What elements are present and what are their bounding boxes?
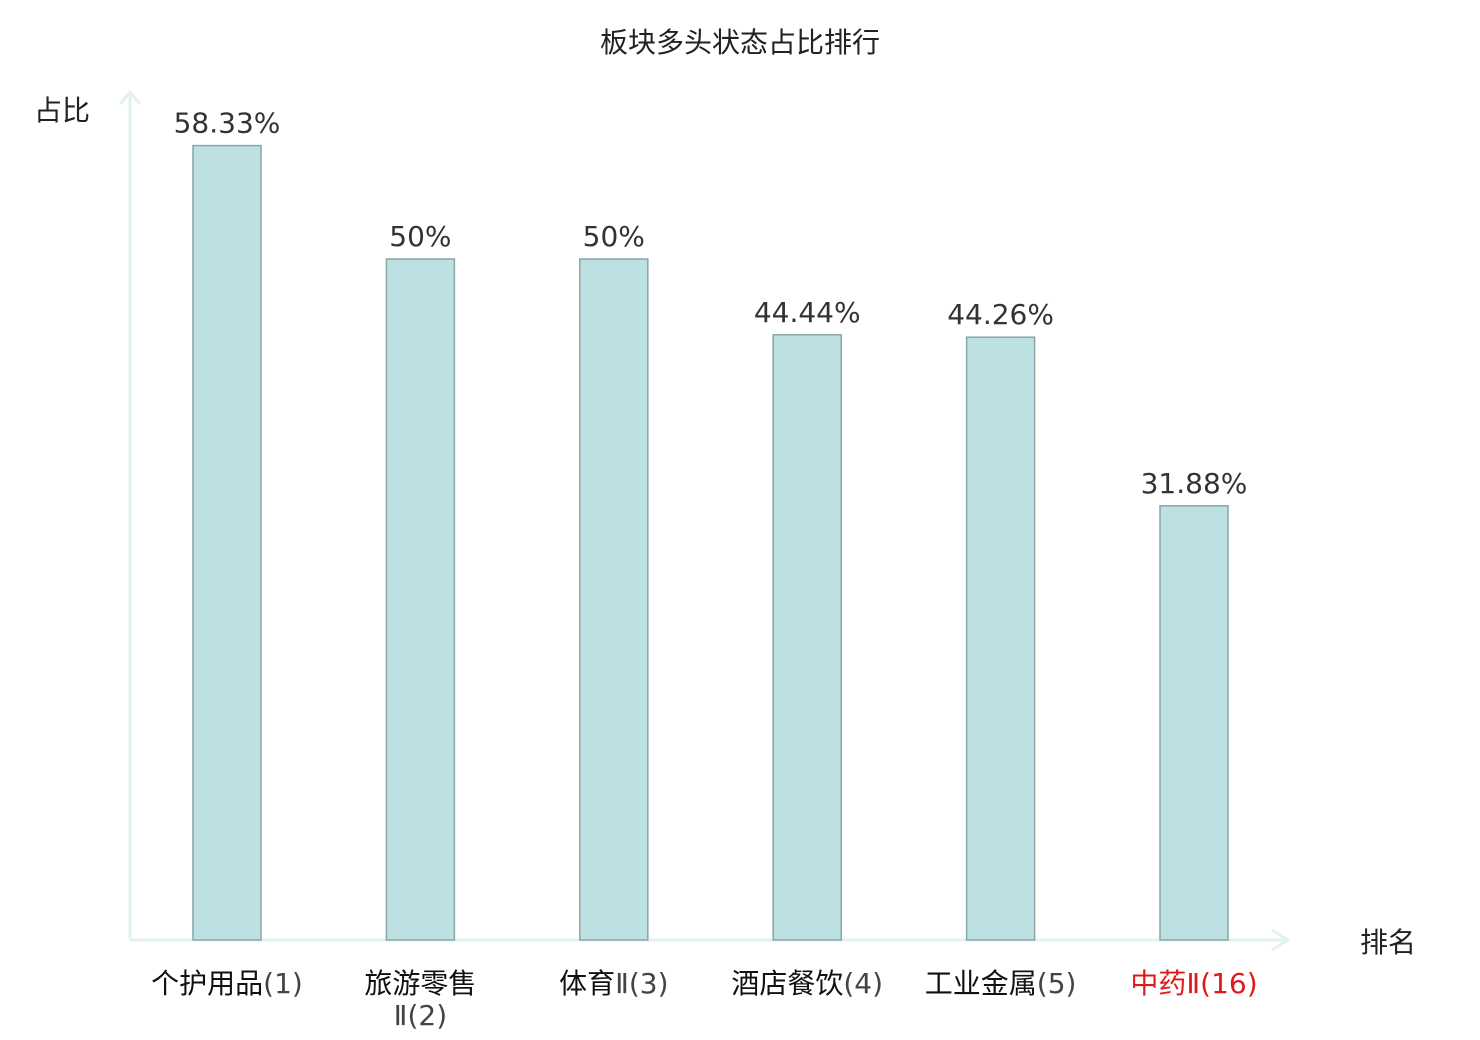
bar <box>385 258 456 941</box>
x-axis-label: 排名 <box>1360 926 1416 959</box>
category-rank: (4) <box>843 967 883 1000</box>
category-rank: Ⅱ(3) <box>615 967 668 1000</box>
value-label: 44.44% <box>754 296 861 329</box>
category-name: 旅游零售 <box>364 967 476 1000</box>
bar <box>965 336 1036 941</box>
chart-title: 板块多头状态占比排行 <box>600 26 880 59</box>
x-axis-arrow <box>1271 928 1291 952</box>
y-axis-arrow <box>118 89 142 105</box>
category-rank: (1) <box>263 967 303 1000</box>
axes <box>118 89 1291 952</box>
bar <box>1159 505 1229 941</box>
bar <box>192 144 262 941</box>
category-label: 工业金属(5) <box>925 967 1077 1000</box>
value-label: 50% <box>389 220 451 253</box>
category-name: 体育 <box>559 967 615 1000</box>
category-label: 体育Ⅱ(3) <box>559 967 668 1000</box>
bars <box>192 144 1229 941</box>
value-labels: 58.33% 50% 50% 44.44% 44.26% 31.88% <box>174 107 1248 500</box>
category-name: 酒店餐饮 <box>731 967 843 1000</box>
value-label: 50% <box>583 220 645 253</box>
y-axis-label: 占比 <box>34 94 90 127</box>
bar <box>772 334 842 941</box>
value-label: 31.88% <box>1141 467 1248 500</box>
bar <box>579 258 649 941</box>
category-rank: Ⅱ(16) <box>1186 967 1257 1000</box>
value-label: 58.33% <box>174 107 281 140</box>
category-label: 酒店餐饮(4) <box>731 967 883 1000</box>
category-name: 工业金属 <box>925 967 1037 1000</box>
value-label: 44.26% <box>947 298 1054 331</box>
category-name: 个护用品 <box>151 967 263 1000</box>
category-label: Ⅱ(2) <box>394 999 447 1032</box>
category-name: 中药 <box>1130 967 1186 1000</box>
category-label: 旅游零售 <box>364 967 476 1000</box>
category-rank: (5) <box>1037 967 1077 1000</box>
category-label: 个护用品(1) <box>151 967 303 1000</box>
category-rank: Ⅱ(2) <box>394 999 447 1032</box>
category-label: 中药Ⅱ(16) <box>1130 967 1257 1000</box>
